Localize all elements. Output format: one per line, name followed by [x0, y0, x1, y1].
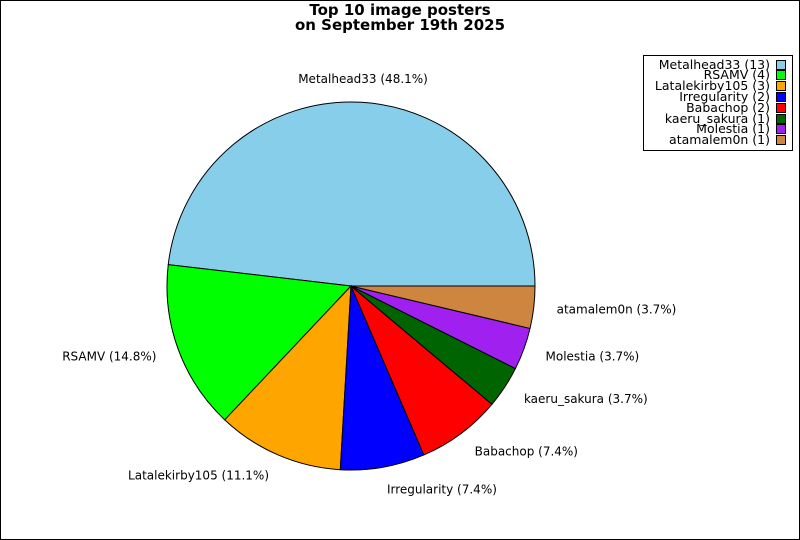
legend-label: Latalekirby105 (3) — [654, 78, 770, 94]
legend-label: Babachop (2) — [686, 99, 770, 115]
legend-item-molestia: Molestia (1) — [696, 121, 786, 137]
legend-swatch — [776, 70, 786, 81]
chart-title-line-2: on September 19th 2025 — [294, 16, 506, 34]
slice-label-kaeru-sakura: kaeru_sakura (3.7%) — [524, 392, 648, 406]
legend-swatch — [776, 91, 786, 102]
legend-swatch — [776, 81, 786, 92]
legend-item-latalekirby105: Latalekirby105 (3) — [654, 78, 786, 94]
slice-label-babachop: Babachop (7.4%) — [475, 445, 578, 459]
chart-title-line-1: Top 10 image posters — [309, 1, 491, 19]
slice-label-atamalem0n: atamalem0n (3.7%) — [557, 303, 677, 317]
legend-label: atamalem0n (1) — [669, 132, 770, 148]
legend-label: Metalhead33 (13) — [658, 56, 770, 72]
legend-item-rsamv: RSAMV (4) — [703, 67, 786, 83]
legend-swatch — [776, 135, 786, 146]
legend-swatch — [776, 113, 786, 124]
pie-slice-rsamv — [166, 264, 353, 421]
slice-label-rsamv: RSAMV (14.8%) — [62, 349, 156, 363]
legend-swatch — [776, 59, 786, 70]
legend-item-atamalem0n: atamalem0n (1) — [669, 132, 786, 148]
chart-legend: Metalhead33 (13) RSAMV (4) Latalekirby105 … — [643, 55, 793, 151]
legend-item-babachop: Babachop (2) — [686, 99, 786, 115]
legend-swatch — [776, 124, 786, 135]
legend-label: RSAMV (4) — [703, 67, 770, 83]
pie-slice-metalhead33 — [167, 101, 536, 287]
slice-label-latalekirby105: Latalekirby105 (11.1%) — [128, 469, 269, 483]
legend-item-irregularity: Irregularity (2) — [679, 88, 786, 104]
slice-label-irregularity: Irregularity (7.4%) — [387, 482, 497, 496]
pie-slice-atamalem0n — [350, 285, 536, 330]
pie-slice-latalekirby105 — [224, 284, 352, 471]
slice-label-metalhead33: Metalhead33 (48.1%) — [298, 72, 428, 86]
legend-item-metalhead33: Metalhead33 (13) — [658, 56, 786, 72]
slice-label-molestia: Molestia (3.7%) — [546, 349, 640, 363]
legend-label: kaeru_sakura (1) — [664, 110, 770, 126]
legend-item-kaeru-sakura: kaeru_sakura (1) — [664, 110, 786, 126]
legend-swatch — [776, 102, 786, 113]
legend-label: Molestia (1) — [696, 121, 770, 137]
chart-title: Top 10 image posters on September 19th 2… — [1, 3, 799, 33]
legend-label: Irregularity (2) — [679, 88, 770, 104]
